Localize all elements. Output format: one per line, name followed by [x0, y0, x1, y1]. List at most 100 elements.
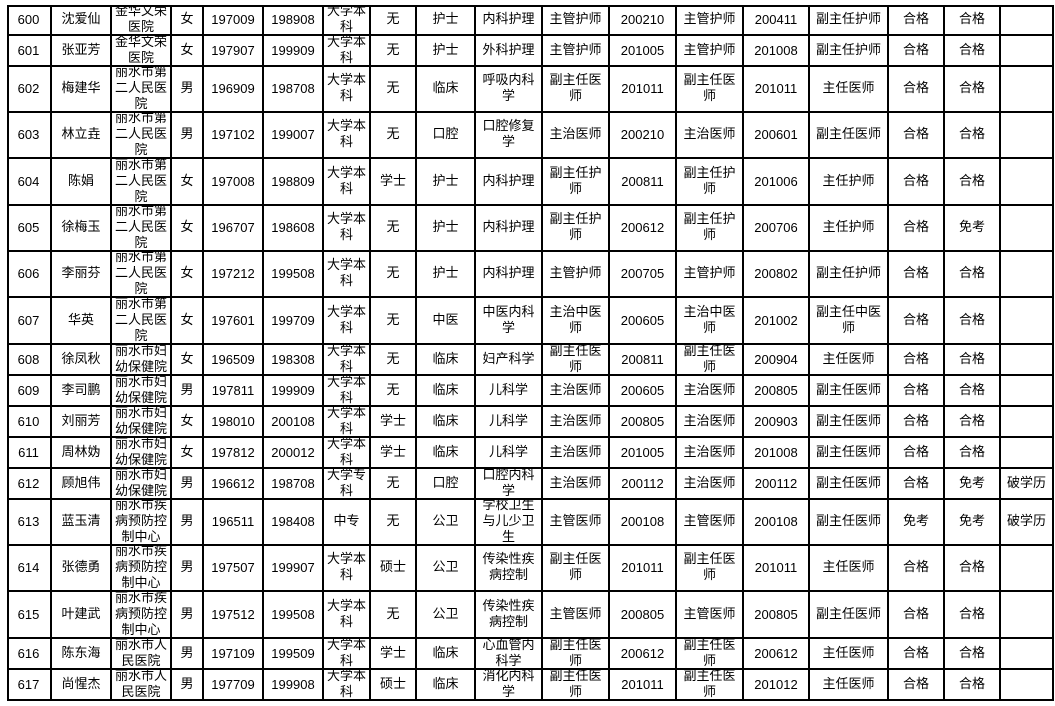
cell-degree: 无	[371, 592, 417, 639]
cell-text: 李丽芬	[61, 266, 101, 281]
cell-exam-2: 合格	[945, 438, 1001, 469]
cell-text: 200612	[620, 645, 665, 661]
cell-category: 护士	[417, 36, 476, 67]
cell-degree: 无	[371, 36, 417, 67]
cell-text: 主治医师	[683, 475, 736, 491]
cell-work-start: 199509	[264, 639, 324, 670]
cell-text: 合格	[902, 413, 929, 429]
cell-exam-1: 合格	[889, 670, 945, 701]
cell-text: 198908	[271, 11, 315, 27]
cell-text: 蓝玉清	[61, 514, 101, 529]
cell-qual-date: 200112	[744, 469, 810, 500]
cell-title-date: 200805	[610, 407, 677, 438]
cell-qualification: 副主任护师	[677, 159, 744, 206]
cell-text: 197811	[211, 382, 255, 398]
cell-birth: 197102	[204, 113, 264, 159]
cell-applied-title: 副主任医师	[810, 376, 889, 407]
cell-text: 201008	[754, 444, 798, 460]
cell-applied-title: 副主任护师	[810, 36, 889, 67]
cell-text: 公卫	[432, 606, 459, 622]
cell-work-start: 198708	[264, 469, 324, 500]
cell-current-title: 主治医师	[543, 469, 610, 500]
cell-text: 200706	[754, 220, 798, 235]
cell-text: 临床	[432, 382, 459, 398]
cell-sex: 男	[172, 639, 204, 670]
cell-degree: 学士	[371, 407, 417, 438]
cell-text: 副主任护师	[683, 165, 736, 197]
cell-exam-1: 合格	[889, 298, 945, 345]
cell-text: 儿科学	[488, 382, 528, 398]
cell-text: 主管护师	[549, 266, 602, 281]
cell-text: 主管医师	[549, 606, 602, 622]
cell-education: 大学本科	[324, 345, 371, 376]
cell-text: 女	[180, 11, 194, 27]
cell-text: 丽水市妇幼保健院	[114, 407, 167, 437]
cell-exam-2: 合格	[945, 159, 1001, 206]
cell-specialty: 消化内科学	[476, 670, 543, 701]
cell-text: 副主任医师	[815, 127, 881, 142]
cell-text: 200805	[754, 382, 798, 398]
cell-qual-date: 200805	[744, 376, 810, 407]
cell-text: 613	[17, 514, 40, 529]
cell-id: 615	[7, 592, 52, 639]
cell-text: 副主任医师	[549, 73, 602, 104]
cell-text: 副主任医师	[549, 345, 602, 375]
cell-exam-1: 合格	[889, 36, 945, 67]
cell-exam-1: 合格	[889, 113, 945, 159]
cell-text: 合格	[958, 127, 985, 142]
cell-unit: 丽水市妇幼保健院	[112, 438, 172, 469]
cell-text: 丽水市第二人民医院	[114, 206, 167, 251]
cell-text: 201008	[754, 42, 798, 58]
cell-text: 609	[17, 382, 40, 398]
cell-specialty: 心血管内科学	[476, 639, 543, 670]
cell-education: 大学本科	[324, 159, 371, 206]
cell-text: 合格	[958, 413, 985, 429]
cell-text: 200210	[620, 11, 665, 27]
cell-text: 合格	[958, 81, 985, 96]
cell-text: 副主任医师	[683, 73, 736, 104]
cell-text: 儿科学	[488, 413, 528, 429]
cell-category: 口腔	[417, 113, 476, 159]
cell-exam-2: 合格	[945, 345, 1001, 376]
cell-work-start: 200012	[264, 438, 324, 469]
cell-text: 200805	[754, 606, 798, 622]
cell-degree: 无	[371, 5, 417, 36]
cell-text: 合格	[958, 11, 985, 27]
cell-title-date: 200605	[610, 298, 677, 345]
cell-text: 610	[17, 413, 40, 429]
cell-birth: 197601	[204, 298, 264, 345]
cell-text: 大学本科	[326, 670, 366, 700]
cell-work-start: 199508	[264, 252, 324, 298]
cell-text: 大学本科	[326, 345, 366, 375]
cell-text: 大学本科	[326, 258, 366, 289]
cell-text: 口腔修复学	[482, 119, 535, 150]
cell-text: 200108	[271, 413, 315, 429]
cell-exam-2: 免考	[945, 206, 1001, 252]
cell-qualification: 主管医师	[677, 500, 744, 546]
cell-applied-title: 副主任护师	[810, 252, 889, 298]
cell-degree: 硕士	[371, 670, 417, 701]
cell-birth: 196612	[204, 469, 264, 500]
cell-text: 丽水市第二人民医院	[114, 159, 167, 205]
cell-specialty: 内科护理	[476, 206, 543, 252]
cell-text: 201011	[754, 560, 798, 575]
cell-text: 合格	[902, 81, 929, 96]
cell-text: 临床	[432, 81, 459, 96]
cell-text: 合格	[958, 382, 985, 398]
cell-exam-2: 合格	[945, 546, 1001, 592]
cell-text: 199709	[271, 312, 315, 328]
cell-specialty: 口腔修复学	[476, 113, 543, 159]
cell-specialty: 儿科学	[476, 407, 543, 438]
cell-text: 大学本科	[326, 73, 366, 104]
cell-current-title: 副主任医师	[543, 345, 610, 376]
cell-exam-1: 合格	[889, 345, 945, 376]
cell-category: 临床	[417, 345, 476, 376]
cell-text: 602	[17, 81, 40, 96]
cell-text: 200108	[754, 514, 798, 529]
cell-text: 197601	[211, 312, 255, 328]
cell-title-date: 200210	[610, 5, 677, 36]
cell-work-start: 198408	[264, 500, 324, 546]
cell-text: 丽水市疾病预防控制中心	[114, 500, 167, 545]
cell-id: 602	[7, 67, 52, 113]
cell-text: 200802	[754, 266, 798, 281]
